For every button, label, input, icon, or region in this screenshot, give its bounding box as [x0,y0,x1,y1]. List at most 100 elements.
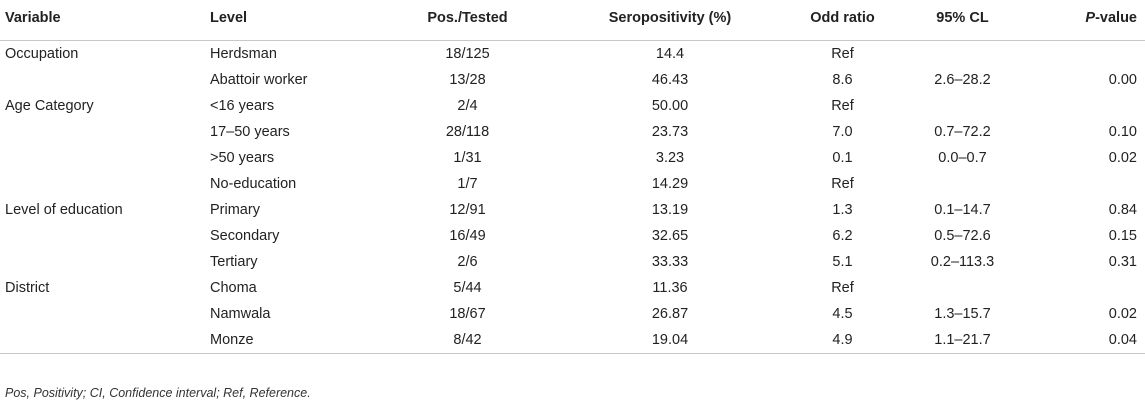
cell-ci [900,171,1025,197]
cell-variable [0,223,205,249]
cell-level: Herdsman [210,46,277,62]
cell-pos-tested: 1/31 [453,150,482,166]
cell-pos-tested: 18/125 [445,46,490,62]
cell-ci: 0.5–72.6 [934,228,991,244]
cell-level: Tertiary [210,254,258,270]
cell-variable [0,301,205,327]
cell-pvalue [1025,93,1145,119]
table-row: District Choma 5/44 11.36 Ref [0,275,1145,301]
cell-ci [900,41,1025,68]
cell-odd-ratio: 7.0 [832,124,853,140]
cell-level: Secondary [210,228,280,244]
cell-ci [900,93,1025,119]
cell-level: Primary [210,202,260,218]
cell-pos-tested: 28/118 [445,124,490,140]
cell-level: Choma [210,280,257,296]
cell-pvalue [1025,275,1145,301]
header-pvalue: P-value [1025,0,1145,41]
cell-variable [0,119,205,145]
cell-pvalue [1025,171,1145,197]
cell-pvalue: 0.02 [1108,306,1137,322]
cell-odd-ratio: Ref [831,46,854,62]
cell-pvalue: 0.02 [1108,150,1137,166]
header-variable: Variable [0,0,205,41]
table-row: Monze 8/42 19.04 4.9 1.1–21.7 0.04 [0,327,1145,354]
table-row: Occupation Herdsman 18/125 14.4 Ref [0,41,1145,68]
cell-ci: 1.1–21.7 [900,327,1025,354]
cell-level: Namwala [210,306,271,322]
cell-level: Abattoir worker [210,72,308,88]
cell-level: <16 years [210,98,275,114]
cell-pos-tested: 18/67 [449,306,486,322]
table-footnote: Pos, Positivity; CI, Confidence interval… [5,386,311,400]
cell-odd-ratio: Ref [831,280,854,296]
cell-odd-ratio: 4.9 [785,327,900,354]
cell-pos-tested: 2/6 [457,254,478,270]
cell-odd-ratio: 1.3 [832,202,853,218]
cell-seropositivity: 50.00 [651,98,689,114]
table-row: Age Category <16 years 2/4 50.00 Ref [0,93,1145,119]
table-row: Abattoir worker 13/28 46.43 8.6 2.6–28.2 0.00 [0,67,1145,93]
cell-odd-ratio: 6.2 [832,228,853,244]
cell-odd-ratio: 0.1 [832,150,853,166]
cell-level: >50 years [210,150,275,166]
cell-pos-tested: 1/7 [457,176,478,192]
cell-odd-ratio: 5.1 [832,254,853,270]
cell-pvalue: 0.04 [1025,327,1145,354]
cell-seropositivity: 13.19 [651,202,689,218]
table-row: Namwala 18/67 26.87 4.5 1.3–15.7 0.02 [0,301,1145,327]
cell-pvalue: 0.84 [1108,202,1137,218]
cell-odd-ratio: 4.5 [832,306,853,322]
cell-pos-tested: 12/91 [449,202,486,218]
cell-pvalue [1025,41,1145,68]
cell-variable [0,171,205,197]
cell-ci [900,275,1025,301]
table-header-row: Variable Level Pos./Tested Seropositivit… [0,0,1145,41]
table-row: Tertiary 2/6 33.33 5.1 0.2–113.3 0.31 [0,249,1145,275]
table-row: Secondary 16/49 32.65 6.2 0.5–72.6 0.15 [0,223,1145,249]
table-body: Occupation Herdsman 18/125 14.4 Ref Abattoir … [0,41,1145,354]
table-row: No-education 1/7 14.29 Ref [0,171,1145,197]
header-level: Level [205,0,380,41]
table-row: Level of education Primary 12/91 13.19 1.3 0.… [0,197,1145,223]
cell-ci: 1.3–15.7 [934,306,991,322]
cell-pvalue: 0.31 [1108,254,1137,270]
cell-ci: 2.6–28.2 [934,72,991,88]
cell-pvalue: 0.00 [1108,72,1137,88]
cell-seropositivity: 46.43 [651,72,689,88]
cell-seropositivity: 3.23 [655,150,685,166]
header-pos-tested: Pos./Tested [380,0,555,41]
cell-odd-ratio: 8.6 [832,72,853,88]
cell-seropositivity: 14.4 [655,46,685,62]
cell-level: Monze [205,327,380,354]
cell-variable: Occupation [5,46,79,62]
cell-variable [0,327,205,354]
cell-seropositivity: 14.29 [651,176,689,192]
cell-level: No-education [210,176,297,192]
cell-pos-tested: 2/4 [457,98,478,114]
cell-ci: 0.1–14.7 [934,202,991,218]
cell-variable [0,67,205,93]
cell-pos-tested: 16/49 [449,228,486,244]
cell-seropositivity: 11.36 [652,280,688,296]
header-pvalue-rest: -value [1095,10,1137,26]
cell-variable: District [5,280,50,296]
cell-variable: Age Category [5,98,94,114]
cell-ci: 0.0–0.7 [938,150,987,166]
cell-seropositivity: 32.65 [651,228,689,244]
header-pvalue-italic: P [1085,10,1096,26]
cell-seropositivity: 33.33 [651,254,689,270]
cell-pvalue: 0.15 [1108,228,1137,244]
cell-variable: Level of education [5,202,123,218]
cell-ci: 0.7–72.2 [934,124,991,140]
cell-odd-ratio: Ref [831,176,854,192]
cell-pos-tested: 13/28 [449,72,486,88]
cell-variable [0,145,205,171]
cell-seropositivity: 23.73 [651,124,689,140]
header-ci: 95% CL [900,0,1025,41]
cell-seropositivity: 19.04 [555,327,785,354]
table-row: 17–50 years 28/118 23.73 7.0 0.7–72.2 0.10 [0,119,1145,145]
cell-seropositivity: 26.87 [651,306,689,322]
cell-pvalue: 0.10 [1108,124,1137,140]
header-seropositivity: Seropositivity (%) [555,0,785,41]
